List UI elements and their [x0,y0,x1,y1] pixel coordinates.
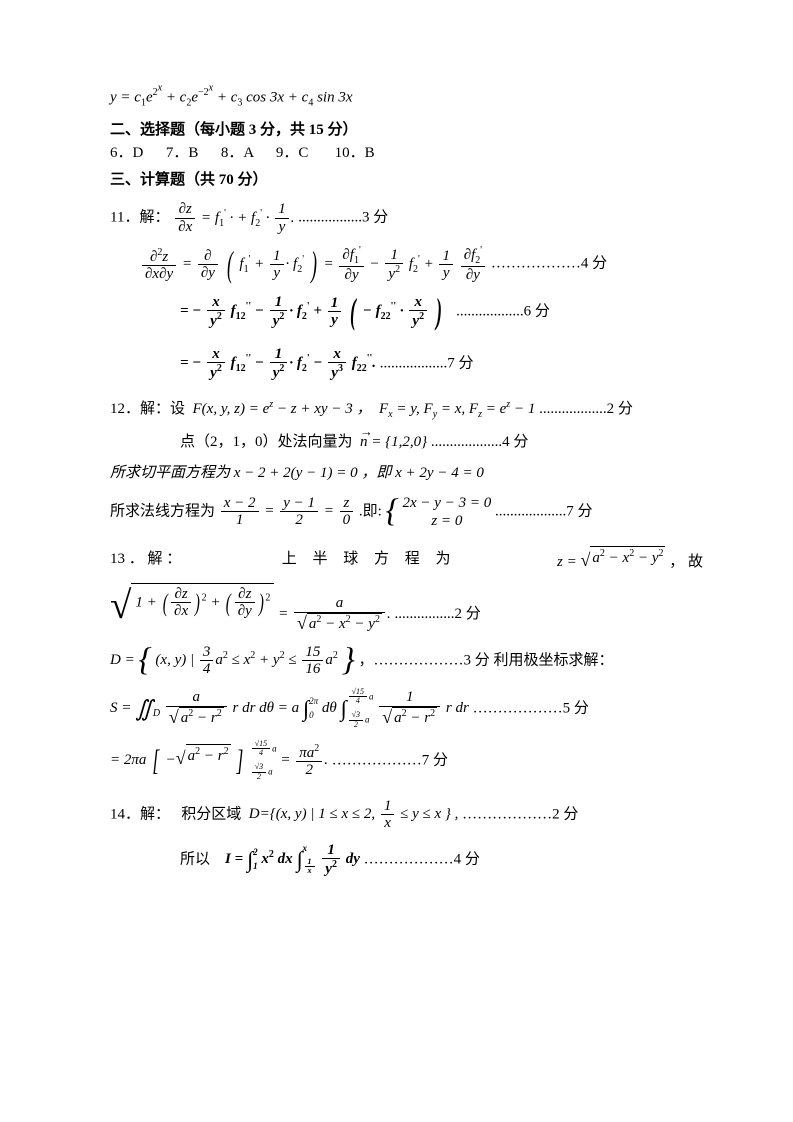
q12-plane: 所求切平面方程为 x − 2 + 2(y − 1) = 0 ，即 x + 2y … [110,463,703,484]
q14-pts-2: 4 分 [454,851,480,867]
q11-label: 11．解： [110,210,169,226]
q13-pts-4: 7 分 [422,752,448,768]
q13-pts-2: 3 分 利用极坐标求解： [464,652,614,668]
dots: ................. [298,210,362,226]
dots: ................ [394,606,454,622]
q12-pts-1: 2 分 [607,401,633,417]
q13-t1: 上 半 球 方 程 为 [282,549,457,570]
q11-pts-2: 4 分 [581,256,607,272]
q13-sqrt-eq: √ 1 + (∂z∂x)2 + (∂z∂y)2 = a√a2 − x2 − y2… [110,583,703,634]
q12-label: 12．解：设 [110,401,185,417]
q14-label: 14．解： [110,806,170,822]
top-ode-solution: y = c1e2x + c2e−2x + c3 cos 3x + c4 sin … [110,82,703,110]
q14-so: 所以 [180,851,210,867]
q12-line1: 12．解：设 F(x, y, z) = ez − z + xy − 3 ， Fx… [110,398,703,422]
q11-pts-1: 3 分 [362,210,388,226]
q13-pts-3: 5 分 [563,700,589,716]
q11-line4: = − xy2 f12'' − 1y2· f2' − xy3 f22''. ..… [110,346,703,382]
q11-line3: = − xy2 f12'' − 1y2· f2' + 1y ( − f22'' … [110,294,703,330]
q12-normal-line: 所求法线方程为 x − 21 = y − 12 = z0 .即: { 2x − … [110,494,703,530]
q11-line1: 11．解： ∂z∂x = f1' · + f2' · 1y. .........… [110,201,703,235]
answers-text: 6．D 7．B 8．A 9．C 10．B [110,145,375,161]
q12-line-post: .即: [359,503,382,519]
q13-line1: 13 ． 解 ： 上 半 球 方 程 为 z = √a2 − x2 − y2 ，… [110,546,703,573]
q12-point-text: 点（2，1，0）处法向量为 [180,434,353,450]
q13-label: 13 ． 解 ： [110,549,181,570]
q13-suffix: ， 故 [669,554,703,570]
q14-I: 所以 I = ∫21 x2 dx ∫x1x 1y2 dy ………………4 分 [110,842,703,878]
answers-row: 6．D 7．B 8．A 9．C 10．B [110,143,703,164]
dots: ……………… [491,256,581,272]
dots: ……………… [473,700,563,716]
q12-line-pre: 所求法线方程为 [110,503,215,519]
q12-line2: 点（2，1，0）处法向量为 n = {1,2,0} ..............… [110,432,703,453]
q11-pts-3: 6 分 [524,303,550,319]
dots: .................. [456,303,524,319]
q14-pts-1: 2 分 [552,806,578,822]
section-2-heading: 二、选择题（每小题 3 分，共 15 分） [110,120,703,141]
dots: ……………… [374,652,464,668]
dots: ................... [495,503,566,519]
q13-domain: D = { (x, y) | 34a2 ≤ x2 + y2 ≤ 1516a2 }… [110,644,703,678]
dots: ……………… [332,752,422,768]
q13-final: = 2πa [ −√a2 − r2 ] √154a√32a = πa22. ……… [110,740,703,782]
q11-pts-4: 7 分 [447,355,473,371]
q14-region: 14．解： 积分区域 D={(x, y) | 1 ≤ x ≤ 2, 1x ≤ y… [110,798,703,832]
dots: .................. [380,355,448,371]
q13-S: S = ∬D a√a2 − r2 r dr dθ = a ∫2π0 dθ ∫√1… [110,688,703,730]
q12-pts-3: 7 分 [566,503,592,519]
dots: ……………… [462,806,552,822]
q12-pts-2: 4 分 [502,434,528,450]
page: y = c1e2x + c2e−2x + c3 cos 3x + c4 sin … [0,0,793,1122]
dots: ……………… [364,851,454,867]
dots: ................... [431,434,502,450]
q11-line2: ∂2z∂x∂y = ∂∂y ( f1' + 1y· f2' ) = ∂f1'∂y… [110,245,703,284]
q14-region-pre: 积分区域 [181,806,241,822]
dots: .................. [539,401,607,417]
q13-pts-1: 2 分 [454,606,480,622]
section-3-heading: 三、计算题（共 70 分） [110,170,703,191]
